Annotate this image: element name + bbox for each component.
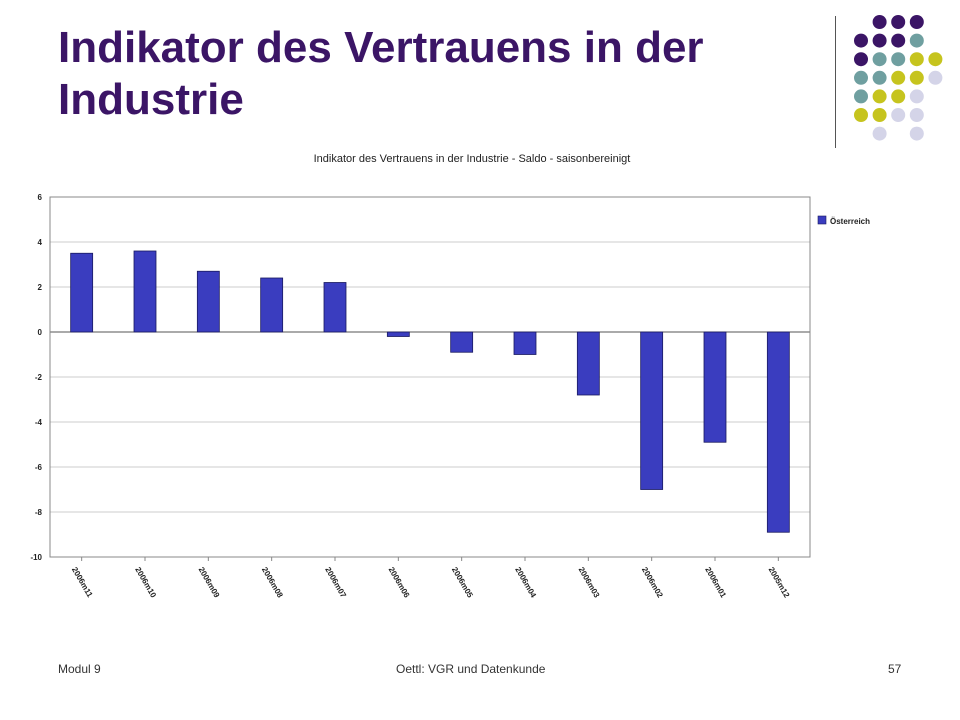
title-divider: [835, 16, 836, 148]
decorative-dot-grid: [854, 15, 943, 141]
x-tick-label: 2006m04: [513, 566, 538, 600]
page-number: 57: [888, 662, 902, 676]
bar-2006m09: [196, 270, 220, 333]
decor-dot: [891, 89, 906, 104]
legend-label: Österreich: [830, 217, 870, 226]
decor-dot: [909, 52, 924, 67]
x-tick-label: 2006m06: [387, 566, 412, 600]
bar-2006m10: [133, 250, 157, 333]
y-tick-label: -4: [35, 418, 43, 427]
x-tick-label: 2006m11: [70, 566, 95, 600]
decor-dot: [872, 108, 887, 122]
x-tick-label: 2005m12: [767, 566, 792, 600]
decor-dot: [854, 89, 868, 104]
y-tick-label: -6: [35, 463, 43, 472]
decor-dot: [909, 89, 924, 104]
decor-dot: [872, 52, 887, 67]
decor-dot: [872, 70, 887, 85]
x-tick-label: 2006m05: [450, 566, 475, 600]
bar-2006m02: [640, 331, 664, 490]
decor-dot: [854, 70, 868, 85]
decor-dot: [909, 126, 924, 141]
bar-2005m12: [766, 331, 790, 533]
decor-dot: [872, 89, 887, 104]
bar-chart: Indikator des Vertrauens in der Industri…: [30, 153, 870, 600]
decor-dot: [854, 52, 868, 67]
decor-dot: [854, 33, 868, 48]
legend-swatch: [817, 215, 827, 225]
x-tick-label: 2006m08: [260, 566, 285, 600]
x-tick-label: 2006m03: [577, 566, 602, 600]
decor-dot: [854, 108, 868, 122]
x-tick-label: 2006m09: [197, 566, 222, 600]
footer-course: Oettl: VGR und Datenkunde: [396, 662, 546, 676]
decor-dot: [909, 33, 924, 48]
x-tick-label: 2006m01: [703, 566, 728, 600]
x-tick-label: 2006m07: [323, 566, 348, 600]
decor-dot: [891, 108, 906, 122]
y-tick-label: 4: [38, 238, 43, 247]
bar-2006m06: [386, 331, 410, 337]
slide-title: Indikator des Vertrauens in der Industri…: [58, 23, 704, 124]
plot-border: [49, 196, 811, 558]
decor-dot: [909, 70, 924, 85]
plot-area: 6 4 2 0 -2 -4 -6 -8 -10 2006m11 2006m10 2006m09 2006…: [30, 193, 870, 600]
decor-dot: [909, 15, 924, 29]
y-tick-label: 2: [38, 283, 43, 292]
bar-2006m07: [323, 282, 347, 333]
decor-dot: [872, 15, 887, 29]
bar-2006m08: [260, 277, 284, 333]
y-tick-label: 0: [38, 328, 43, 337]
y-tick-label: -2: [35, 373, 43, 382]
decor-dot: [872, 33, 887, 48]
bar-2006m05: [450, 331, 474, 353]
x-tick-label: 2006m10: [133, 566, 158, 600]
bar-2006m01: [703, 331, 727, 443]
decor-dot: [872, 126, 887, 141]
bar-2006m03: [576, 331, 600, 396]
chart-title: Indikator des Vertrauens in der Industri…: [314, 153, 631, 165]
decor-dot: [891, 33, 906, 48]
y-tick-label: -10: [30, 553, 42, 562]
y-tick-label: 6: [38, 193, 43, 202]
decor-dot: [928, 52, 943, 67]
x-tick-label: 2006m02: [640, 566, 665, 600]
decor-dot: [891, 70, 906, 85]
decor-dot: [891, 52, 906, 67]
bar-2006m04: [513, 331, 537, 355]
decor-dot: [909, 108, 924, 122]
bar-2006m11: [70, 252, 94, 333]
footer-module: Modul 9: [58, 662, 101, 676]
decor-dot: [891, 15, 906, 29]
decor-dot: [928, 70, 943, 85]
y-tick-label: -8: [35, 508, 43, 517]
